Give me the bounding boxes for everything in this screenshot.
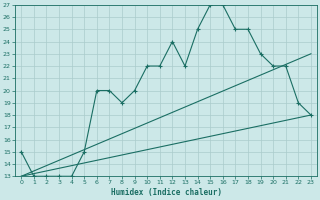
X-axis label: Humidex (Indice chaleur): Humidex (Indice chaleur) — [111, 188, 221, 197]
